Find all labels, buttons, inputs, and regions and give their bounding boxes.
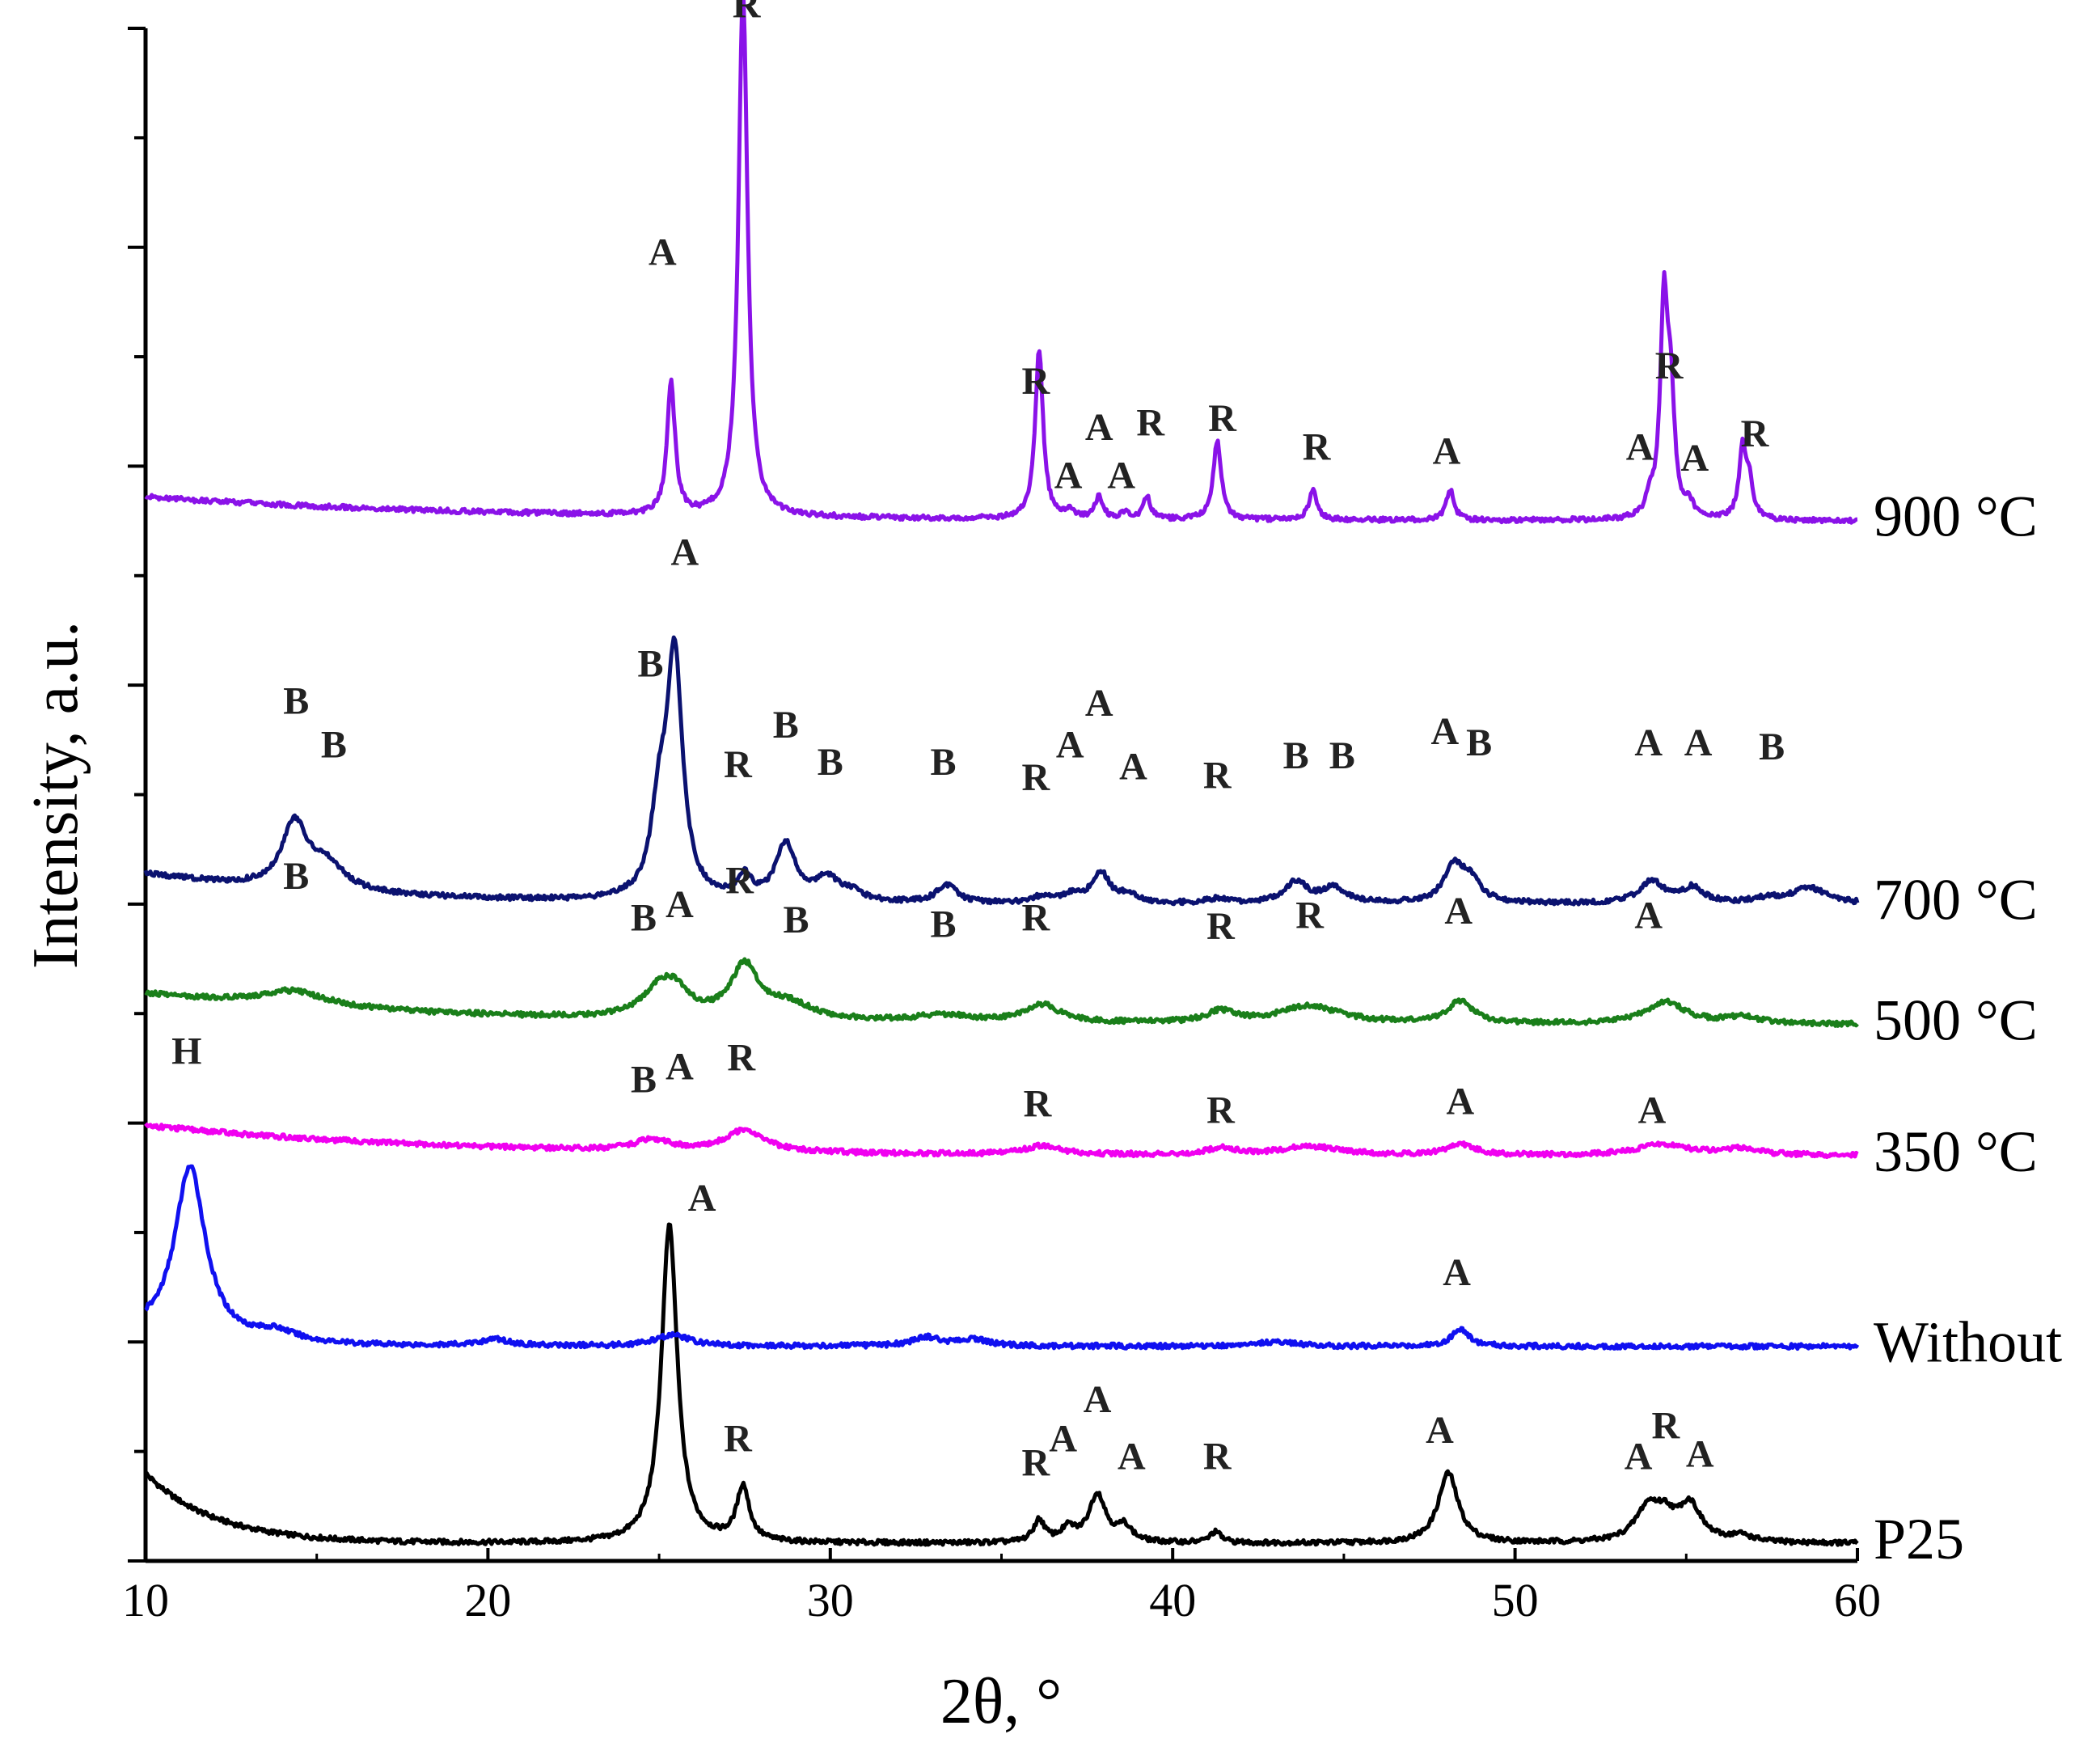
peak-label: R [1655,345,1684,387]
peak-label: A [665,1045,694,1088]
peak-label: A [649,231,677,273]
peak-label: H [171,1030,201,1072]
series-line [144,1222,1859,1547]
peak-label: A [665,883,694,926]
series-group [143,0,1860,1547]
peak-label: R [1203,754,1232,797]
peak-label: B [631,1059,657,1102]
peak-label: B [283,855,309,898]
axes [143,28,1857,1563]
peak-label: B [1283,734,1309,777]
peak-label: R [1024,1082,1053,1125]
series-label-group: P25 Without 350 °C 500 °C 700 °C 900 °C [1874,484,2062,1571]
peak-label: A [1638,1089,1667,1132]
series-line [144,957,1859,1028]
peak-label: B [783,899,809,941]
peak-label: B [321,723,347,766]
peak-label: R [1652,1404,1681,1447]
peak-label: R [727,1037,756,1080]
x-tick-label: 20 [464,1574,511,1626]
peak-label: R [1206,1089,1236,1132]
peak-label: R [725,859,754,902]
peak-label: A [1426,1409,1454,1452]
x-axis-title: 2θ, ° [940,1666,1062,1737]
peak-label: A [1054,455,1083,497]
peak-label: B [931,741,957,784]
peak-label: A [1118,1435,1146,1478]
peak-label: A [1447,1081,1475,1123]
series-label: P25 [1874,1507,1964,1571]
peak-label: R [1741,412,1770,455]
peak-label: A [1107,455,1135,497]
peak-label: B [638,642,664,685]
peak-label: R [1022,1441,1051,1484]
peak-label: A [1634,721,1663,764]
peak-label: B [283,679,309,722]
peak-label: A [1049,1418,1077,1461]
peak-label: A [671,531,699,573]
peak-label: R [1206,905,1236,948]
peak-label: R [733,0,762,26]
peak-label: A [1634,895,1663,937]
peak-label: R [1022,360,1051,403]
series-label: 900 °C [1874,484,2038,549]
x-tick-label: 40 [1149,1574,1196,1626]
y-axis-title: Intensity, a.u. [20,621,91,969]
peak-label: R [1136,402,1165,445]
peak-label: A [1686,1433,1714,1476]
series-label: Without [1874,1309,2062,1374]
x-tick-label: 50 [1492,1574,1539,1626]
peak-label: R [1295,895,1325,937]
peak-label: A [1056,723,1084,766]
peak-label: R [1208,397,1237,440]
peak-label: B [1329,734,1355,777]
peak-label: A [1084,1378,1112,1421]
peak-label: A [1443,1251,1471,1294]
x-tick-label: 30 [807,1574,854,1626]
series-label: 350 °C [1874,1119,2038,1184]
peak-label: B [1759,725,1785,768]
series-label: 500 °C [1874,988,2038,1052]
peak-label: R [724,743,753,786]
peak-label: B [818,741,843,784]
peak-label: A [1085,682,1113,725]
peak-label: R [1022,756,1051,799]
series-line [144,0,1858,525]
peak-label: A [1430,710,1459,753]
peak-label: A [1681,437,1709,480]
peak-label: A [1119,746,1147,789]
peak-label: R [1203,1435,1232,1478]
peak-label: B [773,704,799,747]
peak-label: R [724,1418,753,1461]
peak-label: R [1303,425,1332,468]
peak-label: B [631,896,657,939]
peak-label: A [688,1177,716,1220]
peak-label: A [1626,425,1654,468]
peak-label: B [1466,721,1492,764]
peak-label: A [1444,890,1473,933]
series-label: 700 °C [1874,867,2038,932]
series-line [144,1164,1860,1351]
peak-label: A [1625,1435,1653,1478]
peak-label: B [931,903,957,945]
peak-label: R [1022,896,1051,939]
x-tick-label: 60 [1834,1574,1881,1626]
peak-label: A [1085,406,1113,449]
tick-group: 10 20 30 40 50 60 [122,27,1881,1626]
series-line [144,1122,1859,1160]
series-line [143,635,1860,907]
peak-label: A [1433,430,1461,473]
x-tick-label: 10 [122,1574,169,1626]
peak-label: A [1684,721,1713,764]
